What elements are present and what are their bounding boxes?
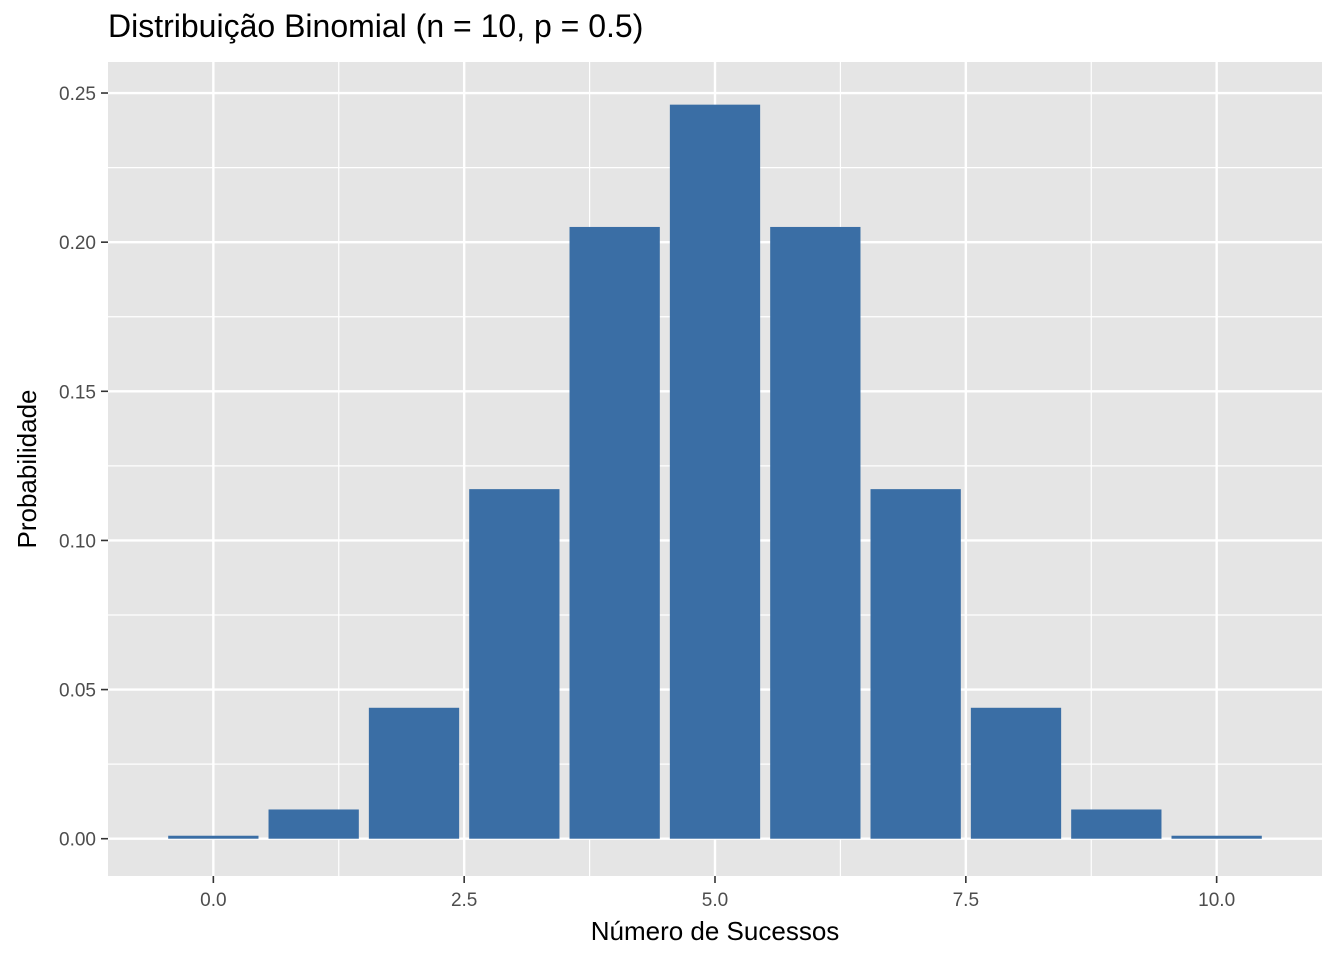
y-tick-label: 0.10 bbox=[59, 531, 96, 552]
bar-9 bbox=[1071, 809, 1162, 839]
bar-0 bbox=[168, 835, 259, 839]
bar-8 bbox=[970, 707, 1062, 839]
chart-title: Distribuição Binomial (n = 10, p = 0.5) bbox=[108, 8, 644, 44]
x-tick-label: 0.0 bbox=[200, 890, 226, 911]
y-axis-title: Probabilidade bbox=[12, 389, 42, 548]
bar-5 bbox=[669, 104, 761, 839]
y-tick-label: 0.25 bbox=[59, 84, 96, 105]
x-tick-label: 7.5 bbox=[953, 890, 979, 911]
y-tick-label: 0.00 bbox=[59, 830, 96, 851]
x-axis: 0.0 2.5 5.0 7.5 10.0 bbox=[200, 876, 1235, 911]
bars bbox=[168, 104, 1262, 839]
bar-4 bbox=[569, 226, 660, 839]
x-tick-label: 10.0 bbox=[1198, 890, 1235, 911]
bar-2 bbox=[368, 707, 460, 839]
bar-1 bbox=[268, 809, 359, 839]
y-tick-label: 0.20 bbox=[59, 233, 96, 254]
bar-7 bbox=[870, 489, 961, 839]
y-axis: 0.00 0.05 0.10 0.15 0.20 0.25 bbox=[59, 84, 108, 851]
bar-3 bbox=[469, 489, 560, 839]
x-axis-title: Número de Sucessos bbox=[591, 916, 840, 946]
y-tick-label: 0.05 bbox=[59, 681, 96, 702]
bar-10 bbox=[1171, 835, 1262, 839]
x-tick-label: 2.5 bbox=[451, 890, 477, 911]
x-tick-label: 5.0 bbox=[702, 890, 728, 911]
y-tick-label: 0.15 bbox=[59, 382, 96, 403]
bar-6 bbox=[770, 226, 861, 839]
